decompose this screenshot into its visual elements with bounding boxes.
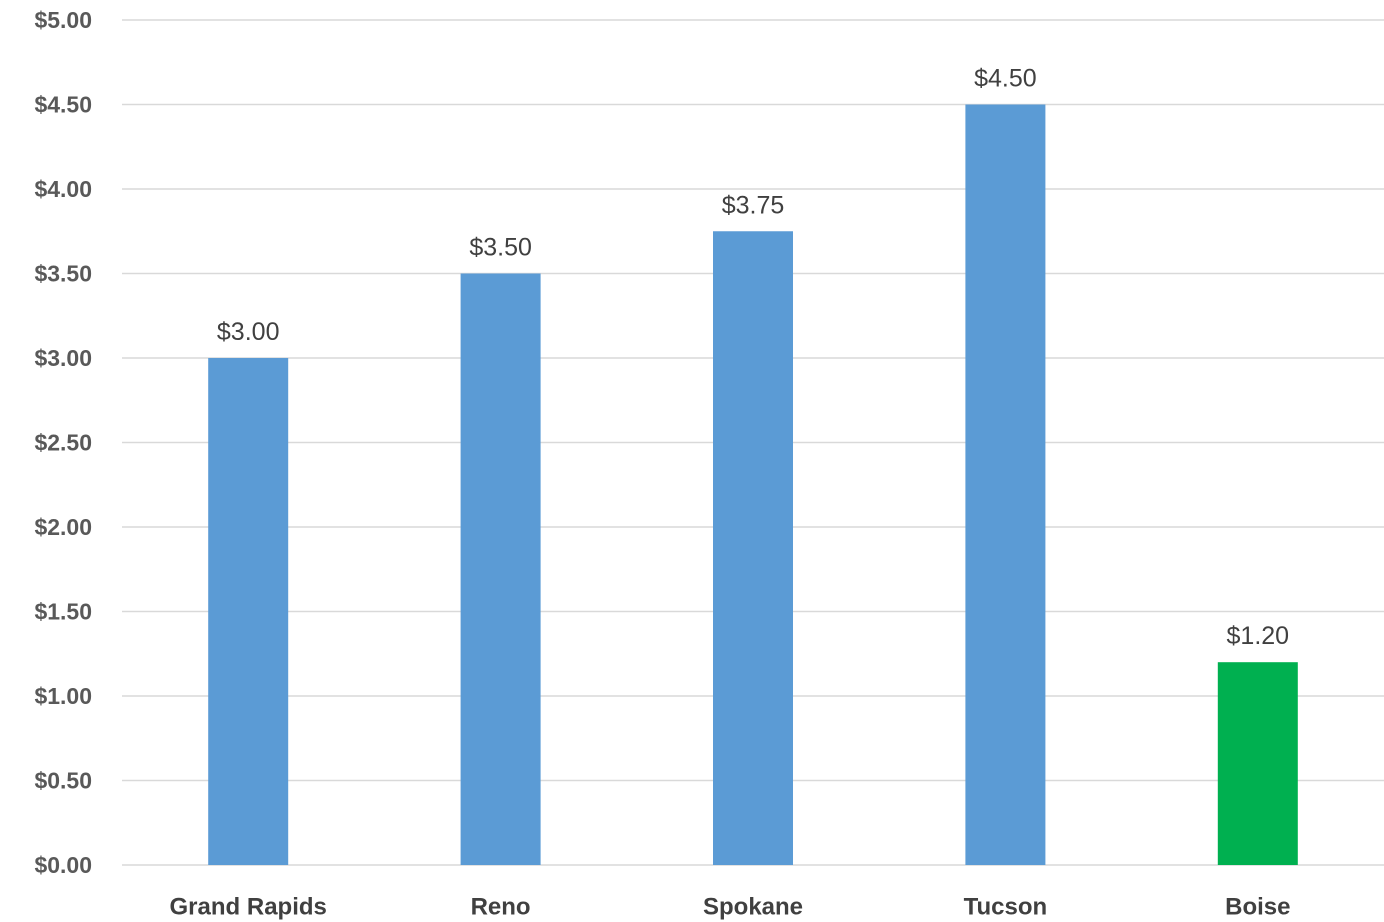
bar-reno	[460, 273, 541, 865]
y-tick-label: $4.50	[34, 92, 92, 118]
x-tick-label: Boise	[1225, 894, 1290, 921]
data-labels: $3.00 $3.50 $3.75 $4.50 $1.20	[217, 65, 1289, 651]
x-tick-label: Spokane	[703, 894, 803, 921]
y-tick-label: $2.50	[34, 430, 92, 456]
y-tick-label: $5.00	[34, 7, 92, 33]
bars	[208, 104, 1298, 865]
y-tick-label: $3.50	[34, 261, 92, 287]
x-tick-label: Grand Rapids	[170, 894, 327, 921]
x-axis-tick-labels: Grand Rapids Reno Spokane Tucson Boise	[170, 894, 1291, 921]
y-tick-label: $2.00	[34, 514, 92, 540]
x-tick-label: Tucson	[964, 894, 1048, 921]
data-label: $3.75	[722, 191, 785, 219]
bar-boise	[1217, 662, 1298, 865]
y-tick-label: $4.00	[34, 176, 92, 202]
y-axis-tick-labels: $0.00 $0.50 $1.00 $1.50 $2.00 $2.50 $3.00 $3.50…	[34, 7, 92, 878]
bar-grand-rapids	[208, 358, 289, 865]
y-tick-label: $1.00	[34, 683, 92, 709]
bar-spokane	[713, 231, 793, 865]
y-tick-label: $0.00	[34, 852, 92, 878]
y-tick-label: $0.50	[34, 768, 92, 794]
y-tick-label: $3.00	[34, 345, 92, 371]
data-label: $4.50	[974, 65, 1037, 93]
y-tick-label: $1.50	[34, 599, 92, 625]
bar-tucson	[965, 104, 1046, 865]
data-label: $1.20	[1227, 622, 1290, 650]
x-tick-label: Reno	[471, 894, 531, 921]
data-label: $3.50	[469, 234, 532, 262]
data-label: $3.00	[217, 318, 280, 346]
